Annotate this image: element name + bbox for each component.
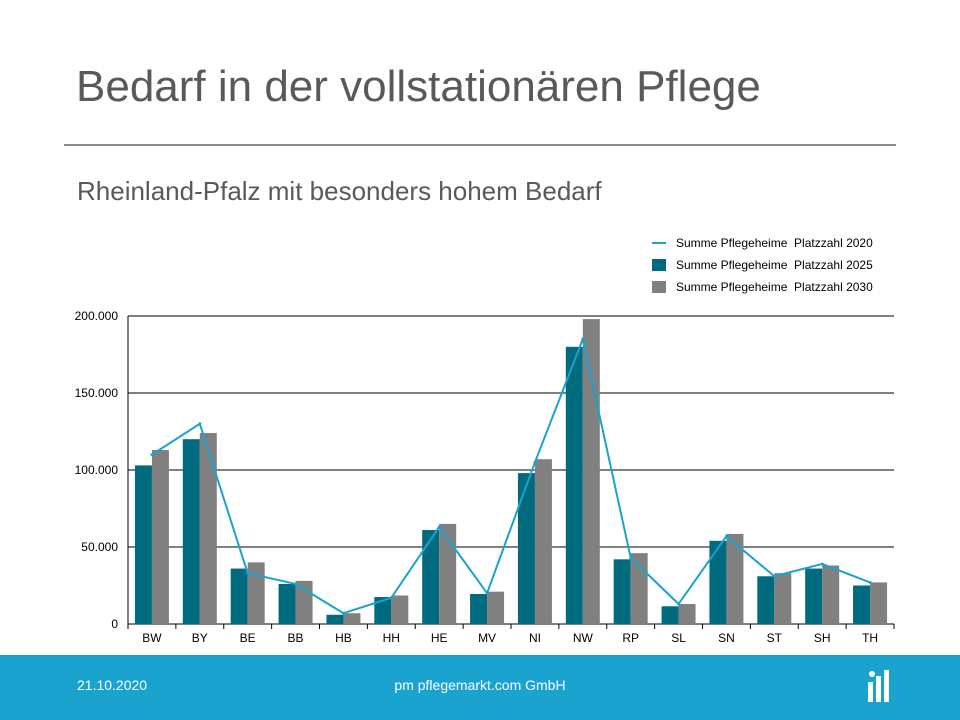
bar (439, 523, 457, 624)
line-point (724, 534, 728, 538)
x-tick-label: BE (240, 631, 256, 645)
footer-bar: 21.10.2020 pm pflegemarkt.com GmbH (0, 655, 960, 720)
bar (678, 603, 696, 624)
bar (470, 593, 488, 624)
line-point (389, 596, 393, 600)
bar-chart: 0 50.000 100.000 150.000 200.000 BW BY BE BB HB HH… (75, 236, 895, 645)
line-point (198, 422, 202, 426)
bar (726, 533, 744, 624)
x-tick-label: ST (767, 631, 783, 645)
bar (151, 449, 169, 624)
x-tick-label: BB (288, 631, 304, 645)
x-tick-label: RP (622, 631, 639, 645)
bar (661, 606, 679, 624)
line-point (294, 582, 298, 586)
bar (822, 565, 840, 624)
bar (295, 580, 313, 624)
chart-area: 0 50.000 100.000 150.000 200.000 BW BY BE BB HB HH… (75, 236, 895, 645)
bar (805, 568, 823, 624)
bar (487, 591, 505, 624)
line-point (677, 602, 681, 606)
bar (709, 540, 727, 624)
x-tick-label: NI (529, 631, 541, 645)
x-tick-label: NW (573, 631, 594, 645)
bar (422, 530, 440, 624)
line-point (150, 453, 154, 457)
x-tick-label: SN (718, 631, 735, 645)
legend-swatch (652, 259, 666, 271)
line-point (629, 556, 633, 560)
line-point (533, 460, 537, 464)
bar-chart-logo-icon (868, 670, 889, 702)
y-tick-label: 0 (111, 617, 118, 631)
bar (391, 595, 409, 624)
legend-swatch (652, 281, 666, 293)
bar (870, 582, 888, 624)
line-point (772, 574, 776, 578)
line-point (485, 591, 489, 595)
footer-date: 21.10.2020 (77, 677, 148, 693)
bar (853, 585, 871, 624)
bar (182, 439, 200, 624)
bar (517, 473, 535, 624)
bar (199, 433, 217, 624)
y-tick-label: 150.000 (75, 386, 119, 400)
line-point (868, 580, 872, 584)
bar (774, 573, 792, 624)
legend-label: Summe Pflegeheime Platzzahl 2020 (676, 236, 873, 250)
bar (613, 559, 631, 624)
bar (534, 459, 552, 624)
x-tick-label: MV (478, 631, 496, 645)
title-divider (64, 144, 896, 146)
line-point (581, 337, 585, 341)
x-tick-label: HB (335, 631, 352, 645)
slide-title: Bedarf in der vollstationären Pflege (76, 62, 761, 111)
bar (247, 562, 265, 624)
bar (134, 465, 152, 624)
x-tick-label: BY (192, 631, 208, 645)
x-tick-label: TH (862, 631, 878, 645)
bar (326, 614, 344, 624)
legend-label: Summe Pflegeheime Platzzahl 2030 (676, 280, 873, 294)
slide-subtitle: Rheinland-Pfalz mit besonders hohem Beda… (77, 176, 602, 206)
x-tick-label: HH (383, 631, 400, 645)
y-tick-label: 50.000 (81, 540, 118, 554)
line-point (437, 525, 441, 529)
x-tick-label: SH (814, 631, 831, 645)
bar (343, 613, 361, 624)
bar (374, 597, 392, 624)
line-point (341, 611, 345, 615)
footer-company: pm pflegemarkt.com GmbH (394, 677, 566, 693)
bar (582, 319, 600, 624)
y-tick-label: 200.000 (75, 309, 119, 323)
bar (630, 553, 648, 624)
bar (230, 568, 248, 624)
y-tick-label: 100.000 (75, 463, 119, 477)
line-point (246, 571, 250, 575)
legend-label: Summe Pflegeheime Platzzahl 2025 (676, 258, 873, 272)
bar (565, 346, 583, 624)
line-point (820, 562, 824, 566)
bar (278, 583, 296, 624)
bar (757, 576, 775, 624)
x-tick-label: BW (142, 631, 162, 645)
x-tick-label: SL (671, 631, 686, 645)
x-tick-label: HE (431, 631, 448, 645)
series-line (151, 338, 871, 615)
